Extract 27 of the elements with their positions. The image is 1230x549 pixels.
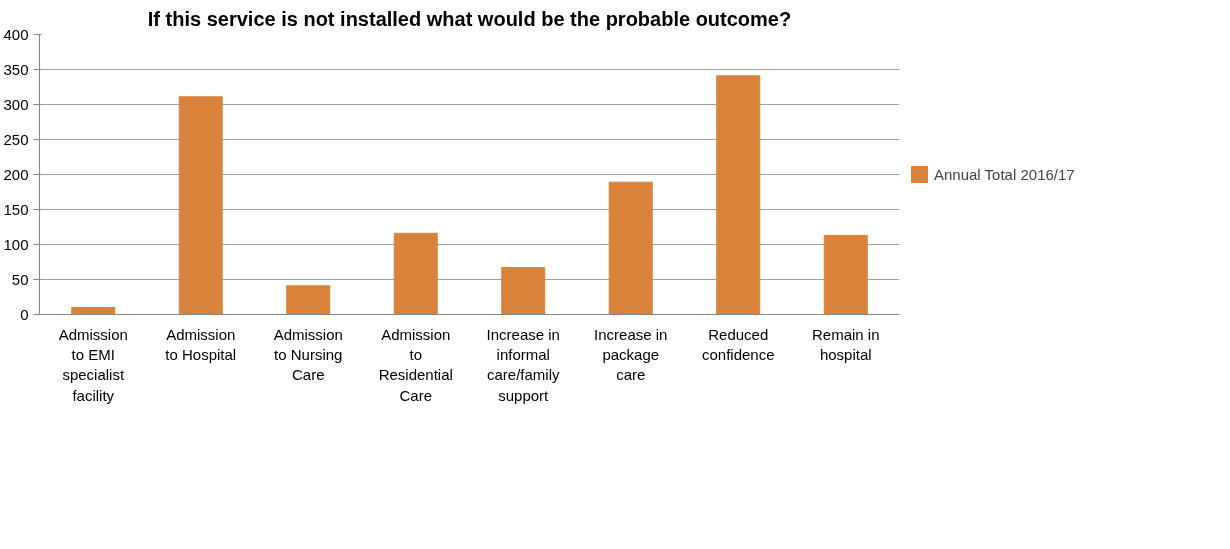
legend-label: Annual Total 2016/17 [934, 165, 1075, 183]
x-tick-label: Admission to Residential Care [378, 325, 453, 404]
x-tick-label: Remain in hospital [811, 325, 880, 363]
x-tick-label: Admission to EMI specialist facility [58, 325, 128, 404]
y-tick-label: 50 [11, 270, 29, 288]
x-tick-label: Admission to Hospital [165, 325, 237, 363]
y-tick-label: 300 [3, 95, 29, 113]
bar [286, 285, 331, 315]
bar [71, 307, 116, 315]
bar [178, 96, 223, 315]
bar [501, 267, 546, 315]
y-tick-label: 150 [3, 200, 29, 218]
x-tick-label: Increase in informal care/family support [486, 325, 561, 404]
bar [608, 181, 653, 315]
y-tick-label: 100 [3, 235, 29, 253]
y-tick-label: 200 [3, 165, 29, 183]
chart-title: If this service is not installed what would be the probable outcome? [147, 7, 792, 30]
bar [823, 234, 868, 315]
y-tick-label: 400 [3, 25, 29, 43]
y-tick-label: 0 [20, 305, 29, 323]
y-tick-label: 350 [3, 60, 29, 78]
x-tick-label: Reduced confidence [701, 325, 775, 363]
y-tick-label: 250 [3, 130, 29, 148]
bar [393, 232, 438, 315]
bar [716, 75, 761, 315]
x-tick-label: Increase in package care [594, 325, 668, 384]
x-tick-label: Admission to Nursing Care [273, 325, 343, 384]
